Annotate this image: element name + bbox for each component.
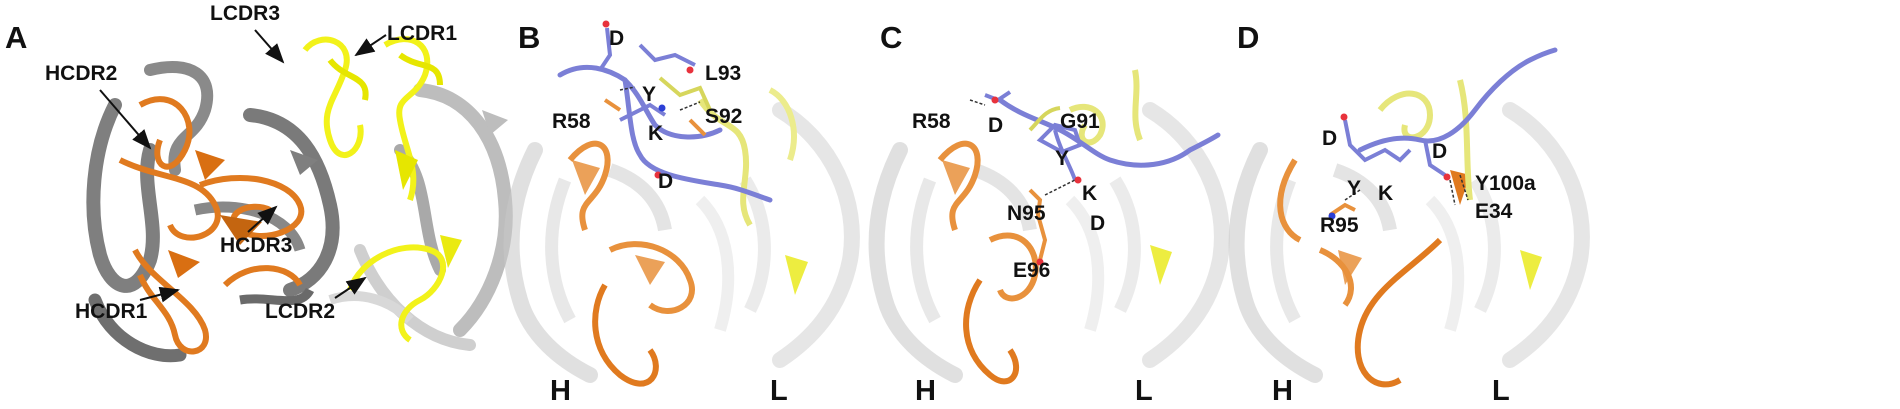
panel-c-framework-ribbon bbox=[868, 102, 1230, 383]
label-d-r95: R95 bbox=[1320, 214, 1359, 237]
panel-a-annotations: HCDR2 LCDR3 LCDR1 HCDR3 HCDR1 LCDR2 bbox=[45, 2, 457, 323]
panel-b-framework-ribbon bbox=[503, 102, 860, 383]
panel-a-lcdr-loops bbox=[302, 36, 462, 343]
chain-h-label-d: H bbox=[1272, 375, 1293, 407]
label-c-asp-top: D bbox=[988, 114, 1003, 137]
arrow-lcdr2 bbox=[334, 276, 367, 299]
label-b-r58: R58 bbox=[552, 110, 591, 133]
panel-b-hcdr-loops bbox=[567, 140, 695, 387]
label-lcdr1: LCDR1 bbox=[387, 22, 457, 45]
label-lcdr3: LCDR3 bbox=[210, 2, 280, 25]
panel-b-peptide bbox=[557, 20, 773, 203]
label-c-g91: G91 bbox=[1060, 110, 1100, 133]
panel-c-hcdr-loops bbox=[937, 140, 1039, 385]
panel-c-letter: C bbox=[880, 20, 902, 55]
panel-d-annotations: D D Y K Y100a R95 E34 H L bbox=[1272, 127, 1536, 407]
panel-a: A HCDR2 LCDR3 LCDR1 HCDR3 HCDR1 LCDR2 bbox=[5, 2, 513, 363]
label-b-l93: L93 bbox=[705, 62, 741, 85]
label-c-e96: E96 bbox=[1013, 259, 1050, 282]
arrow-hcdr3 bbox=[247, 205, 278, 233]
panel-d-peptide bbox=[1328, 47, 1558, 220]
panel-b-letter: B bbox=[518, 20, 540, 55]
panel-b-lcdr-loops bbox=[697, 87, 808, 295]
panel-a-hcdr-loops bbox=[118, 96, 305, 355]
label-d-tyr: Y bbox=[1347, 177, 1361, 200]
panel-d-letter: D bbox=[1237, 20, 1259, 55]
label-d-asp-left: D bbox=[1322, 127, 1337, 150]
label-b-lys: K bbox=[648, 122, 663, 145]
panel-d: D D D Y K Y100a R95 E34 H L bbox=[1228, 20, 1590, 407]
label-c-tyr: Y bbox=[1055, 147, 1069, 170]
panel-a-light-chain-ribbon bbox=[328, 83, 513, 351]
panel-b-annotations: D L93 Y S92 R58 K D H L bbox=[550, 27, 788, 407]
chain-h-label-c: H bbox=[915, 375, 936, 407]
label-b-asp-bottom: D bbox=[658, 170, 673, 193]
label-d-lys: K bbox=[1378, 182, 1393, 205]
panel-d-framework-ribbon bbox=[1228, 102, 1590, 383]
panel-c-lcdr-loops bbox=[1068, 69, 1172, 285]
label-d-e34: E34 bbox=[1475, 200, 1513, 223]
label-d-y100a: Y100a bbox=[1475, 172, 1536, 195]
panel-c: C R58 D G91 Y K N95 D E96 H L bbox=[868, 20, 1230, 407]
arrow-hcdr2 bbox=[99, 89, 152, 150]
chain-h-label-b: H bbox=[550, 375, 571, 407]
label-c-r58: R58 bbox=[912, 110, 951, 133]
panel-d-hcdr-loops bbox=[1277, 158, 1470, 388]
panel-b: B D L93 Y S92 R58 K D H L bbox=[503, 20, 860, 407]
chain-l-label-c: L bbox=[1135, 375, 1153, 407]
chain-l-label-d: L bbox=[1492, 375, 1510, 407]
label-b-tyr: Y bbox=[642, 83, 656, 106]
label-hcdr3: HCDR3 bbox=[220, 234, 292, 257]
arrow-lcdr3 bbox=[254, 29, 285, 64]
panel-c-peptide bbox=[969, 90, 1221, 266]
label-hcdr2: HCDR2 bbox=[45, 62, 117, 85]
label-b-s92: S92 bbox=[705, 105, 742, 128]
label-lcdr2: LCDR2 bbox=[265, 300, 335, 323]
label-b-asp-top: D bbox=[609, 27, 624, 50]
arrow-lcdr1 bbox=[354, 34, 387, 57]
label-c-n95: N95 bbox=[1007, 202, 1046, 225]
panel-a-letter: A bbox=[5, 20, 27, 55]
label-d-asp-right: D bbox=[1432, 140, 1447, 163]
label-c-asp-bottom: D bbox=[1090, 212, 1105, 235]
arrow-hcdr1 bbox=[139, 286, 180, 303]
chain-l-label-b: L bbox=[770, 375, 788, 407]
panel-c-annotations: R58 D G91 Y K N95 D E96 H L bbox=[912, 110, 1153, 407]
label-hcdr1: HCDR1 bbox=[75, 300, 148, 323]
label-c-lys: K bbox=[1082, 182, 1097, 205]
